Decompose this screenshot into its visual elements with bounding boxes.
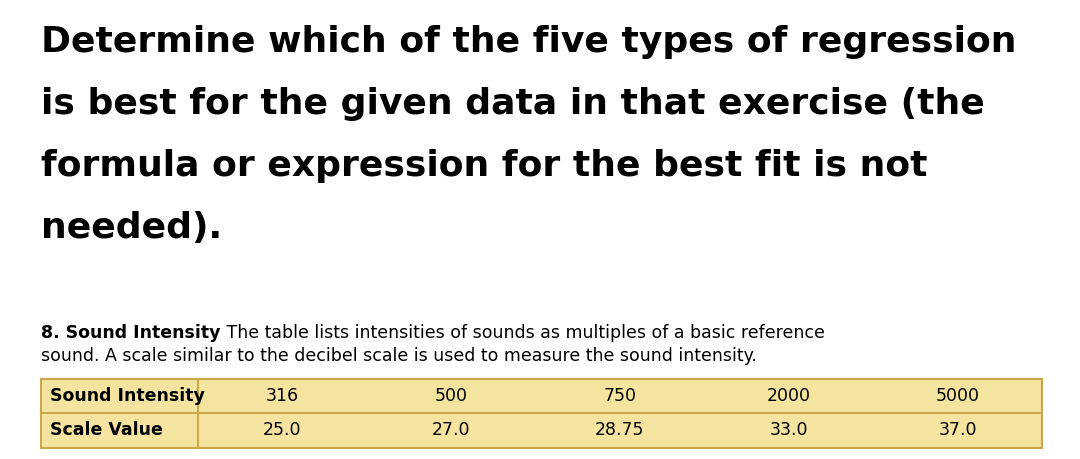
Text: 27.0: 27.0 bbox=[432, 421, 470, 439]
Text: is best for the given data in that exercise (the: is best for the given data in that exerc… bbox=[41, 87, 985, 121]
Text: 5000: 5000 bbox=[935, 387, 980, 405]
Text: 37.0: 37.0 bbox=[939, 421, 977, 439]
Text: 2000: 2000 bbox=[767, 387, 811, 405]
Text: needed).: needed). bbox=[41, 211, 222, 245]
Text: Sound Intensity: Sound Intensity bbox=[50, 387, 204, 405]
Text: Determine which of the five types of regression: Determine which of the five types of reg… bbox=[41, 25, 1016, 59]
Text: The table lists intensities of sounds as multiples of a basic reference: The table lists intensities of sounds as… bbox=[220, 324, 824, 341]
FancyBboxPatch shape bbox=[41, 379, 1042, 448]
Text: 25.0: 25.0 bbox=[262, 421, 301, 439]
Text: 500: 500 bbox=[434, 387, 468, 405]
Text: 33.0: 33.0 bbox=[770, 421, 808, 439]
Text: 750: 750 bbox=[604, 387, 636, 405]
Text: sound. A scale similar to the decibel scale is used to measure the sound intensi: sound. A scale similar to the decibel sc… bbox=[41, 347, 757, 364]
Text: 316: 316 bbox=[266, 387, 299, 405]
Text: 8. Sound Intensity: 8. Sound Intensity bbox=[41, 324, 220, 341]
Text: Scale Value: Scale Value bbox=[50, 421, 163, 439]
Text: formula or expression for the best fit is not: formula or expression for the best fit i… bbox=[41, 149, 928, 183]
Text: 28.75: 28.75 bbox=[595, 421, 645, 439]
